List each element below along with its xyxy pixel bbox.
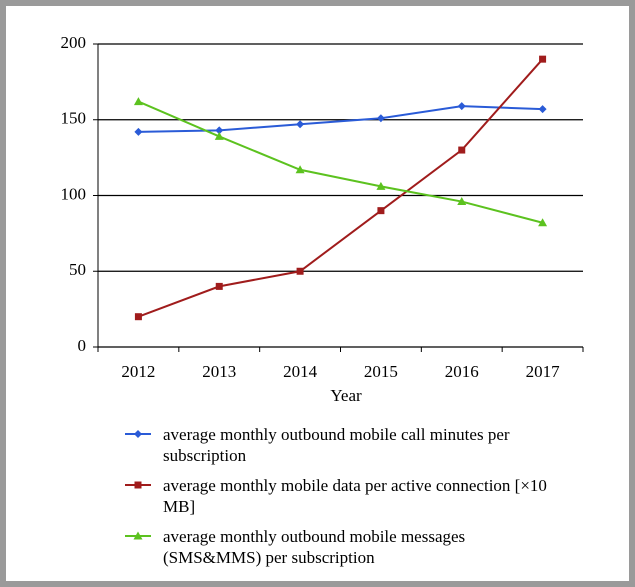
- marker: [296, 120, 305, 129]
- x-tick-label: 2017: [526, 362, 561, 381]
- x-tick-label: 2014: [283, 362, 318, 381]
- marker: [538, 105, 547, 114]
- legend-entry: average monthly mobile data per active c…: [123, 475, 563, 517]
- marker: [214, 131, 224, 140]
- x-tick-label: 2015: [364, 362, 398, 381]
- series-line: [138, 100, 543, 224]
- legend-label: average monthly outbound mobile messages…: [163, 527, 466, 567]
- marker: [538, 218, 548, 227]
- marker: [134, 481, 142, 489]
- x-axis-title: Year: [330, 386, 362, 405]
- marker: [133, 531, 143, 540]
- marker: [134, 313, 142, 321]
- x-tick-label: 2016: [445, 362, 479, 381]
- legend-entry: average monthly outbound mobile call min…: [123, 424, 563, 466]
- legend-entry: average monthly outbound mobile messages…: [123, 526, 563, 568]
- marker: [215, 282, 223, 290]
- y-tick-label: 150: [61, 109, 87, 128]
- marker: [377, 207, 385, 215]
- legend-swatch: [125, 531, 151, 540]
- marker: [295, 165, 305, 174]
- legend: average monthly outbound mobile call min…: [123, 424, 563, 577]
- marker: [133, 97, 143, 106]
- marker: [134, 127, 143, 136]
- marker: [376, 114, 385, 123]
- legend-swatch: [125, 481, 151, 489]
- y-tick-label: 0: [78, 336, 87, 355]
- marker: [376, 181, 386, 190]
- marker: [457, 102, 466, 111]
- marker: [458, 146, 466, 154]
- series-line: [138, 58, 544, 318]
- marker: [296, 267, 304, 275]
- legend-swatch: [125, 430, 151, 438]
- y-tick-label: 200: [61, 33, 87, 52]
- chart: Year 0 50 100 150 200 2012 2013 2014 2015 2016 201…: [61, 33, 584, 405]
- x-tick-label: 2012: [121, 362, 155, 381]
- legend-label: average monthly outbound mobile call min…: [163, 425, 510, 465]
- marker: [134, 430, 142, 438]
- x-tick-label: 2013: [202, 362, 236, 381]
- legend-label: average monthly mobile data per active c…: [163, 476, 547, 516]
- marker: [457, 197, 467, 206]
- y-tick-label: 50: [69, 260, 86, 279]
- marker: [539, 55, 547, 63]
- y-tick-label: 100: [61, 184, 87, 203]
